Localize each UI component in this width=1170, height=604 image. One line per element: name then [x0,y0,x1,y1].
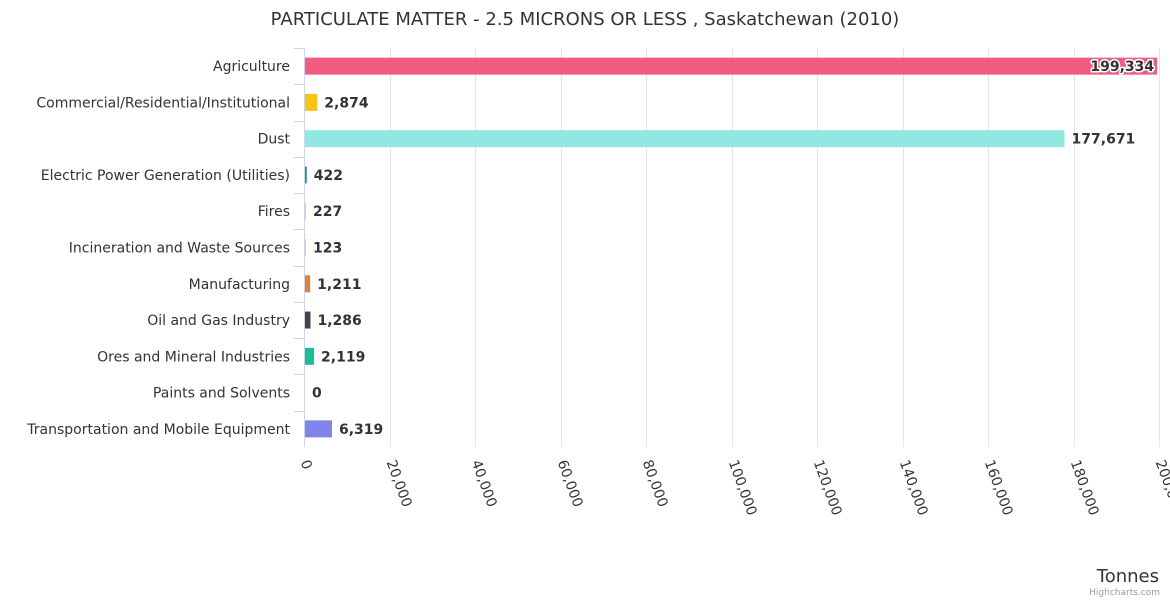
category-label: Incineration and Waste Sources [69,241,290,257]
category-label: Ores and Mineral Industries [97,349,290,365]
value-axis-ticks: 0 20,000 40,000 60,000 80,000 100,000 120,000 1… [297,458,1170,518]
bar[interactable] [305,311,311,329]
x-tick-label: 160,000 [981,458,1016,518]
category-label: Manufacturing [189,277,290,293]
data-label: 227 [313,204,342,220]
bars [305,57,1158,438]
x-tick-label: 120,000 [810,458,845,518]
bar[interactable] [305,275,311,293]
data-label: 1,211 [317,277,361,293]
category-label: Fires [258,204,290,220]
category-label: Dust [258,132,291,148]
data-label: 422 [314,168,343,184]
data-label: 199,334 [1090,59,1154,75]
data-label: 2,119 [321,349,365,365]
category-label: Paints and Solvents [153,386,290,402]
data-label: 6,319 [339,422,383,438]
data-label: 1,286 [317,313,361,329]
x-tick-label: 200,000 [1152,458,1170,518]
bar[interactable] [305,347,315,365]
category-label: Agriculture [213,59,290,75]
grid-lines [304,48,1160,447]
category-label: Commercial/Residential/Institutional [36,95,290,111]
category-label: Electric Power Generation (Utilities) [41,168,290,184]
category-label: Transportation and Mobile Equipment [26,422,290,438]
data-label: 2,874 [324,95,369,111]
credits-link[interactable]: Highcharts.com [1089,588,1160,598]
bar[interactable] [305,93,318,111]
x-tick-label: 0 [297,458,315,472]
bar[interactable] [305,57,1158,75]
category-axis: Agriculture Commercial/Residential/Instit… [26,48,305,447]
bar[interactable] [305,130,1065,148]
bar[interactable] [305,202,306,220]
data-labels: 199,334 2,874 177,671 422 227 123 1,211 1,286 2,… [312,58,1156,438]
data-label: 0 [312,386,322,402]
bar[interactable] [305,166,307,184]
category-label: Oil and Gas Industry [147,313,290,329]
x-tick-label: 140,000 [896,458,931,518]
x-tick-label: 40,000 [468,458,500,510]
data-label: 177,671 [1072,132,1136,148]
x-tick-label: 80,000 [639,458,671,510]
x-tick-label: 20,000 [383,458,415,510]
bar[interactable] [305,239,306,256]
x-tick-label: 180,000 [1067,458,1102,518]
x-tick-label: 100,000 [725,458,760,518]
chart-title: PARTICULATE MATTER - 2.5 MICRONS OR LESS… [271,9,900,30]
bar[interactable] [305,420,333,438]
value-axis-title: Tonnes [1096,566,1159,587]
x-tick-label: 60,000 [554,458,586,510]
data-label: 123 [313,241,342,257]
